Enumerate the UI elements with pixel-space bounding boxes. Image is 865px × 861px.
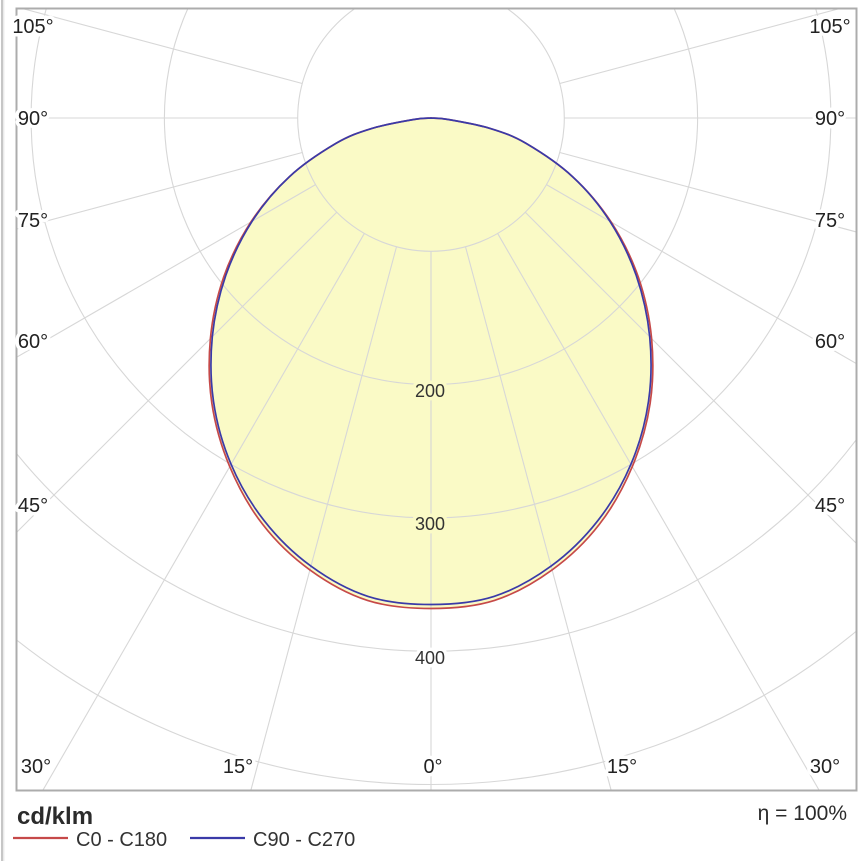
legend-label-c90-c270: C90 - C270 (253, 829, 355, 851)
angle-label-right-105: 105° (809, 16, 850, 38)
plot-frame (15, 7, 858, 792)
curve-c90-c270 (210, 117, 652, 606)
ring-label-400: 400 (415, 648, 445, 668)
angle-label-left-90: 90° (18, 108, 48, 130)
angle-label-right-60: 60° (815, 331, 845, 353)
angle-label-left-105: 105° (12, 16, 53, 38)
angle-label-bottom-right-15: 15° (607, 756, 637, 778)
angle-label-bottom-left-30: 30° (21, 756, 51, 778)
angle-label-left-45: 45° (18, 495, 48, 517)
angle-label-right-90: 90° (815, 108, 845, 130)
angle-label-left-60: 60° (18, 331, 48, 353)
legend-label-c0-c180: C0 - C180 (76, 829, 167, 851)
ring-label-200: 200 (415, 381, 445, 401)
angle-label-left-75: 75° (18, 210, 48, 232)
angle-label-bottom-0: 0° (423, 756, 442, 778)
angle-label-bottom-right-30: 30° (810, 756, 840, 778)
angle-label-right-75: 75° (815, 210, 845, 232)
ring-label-300: 300 (415, 514, 445, 534)
unit-label: cd/klm (17, 803, 93, 830)
angle-label-right-45: 45° (815, 495, 845, 517)
angle-label-bottom-left-15: 15° (223, 756, 253, 778)
distribution-curves (208, 117, 654, 610)
efficiency-label: η = 100% (758, 802, 847, 825)
